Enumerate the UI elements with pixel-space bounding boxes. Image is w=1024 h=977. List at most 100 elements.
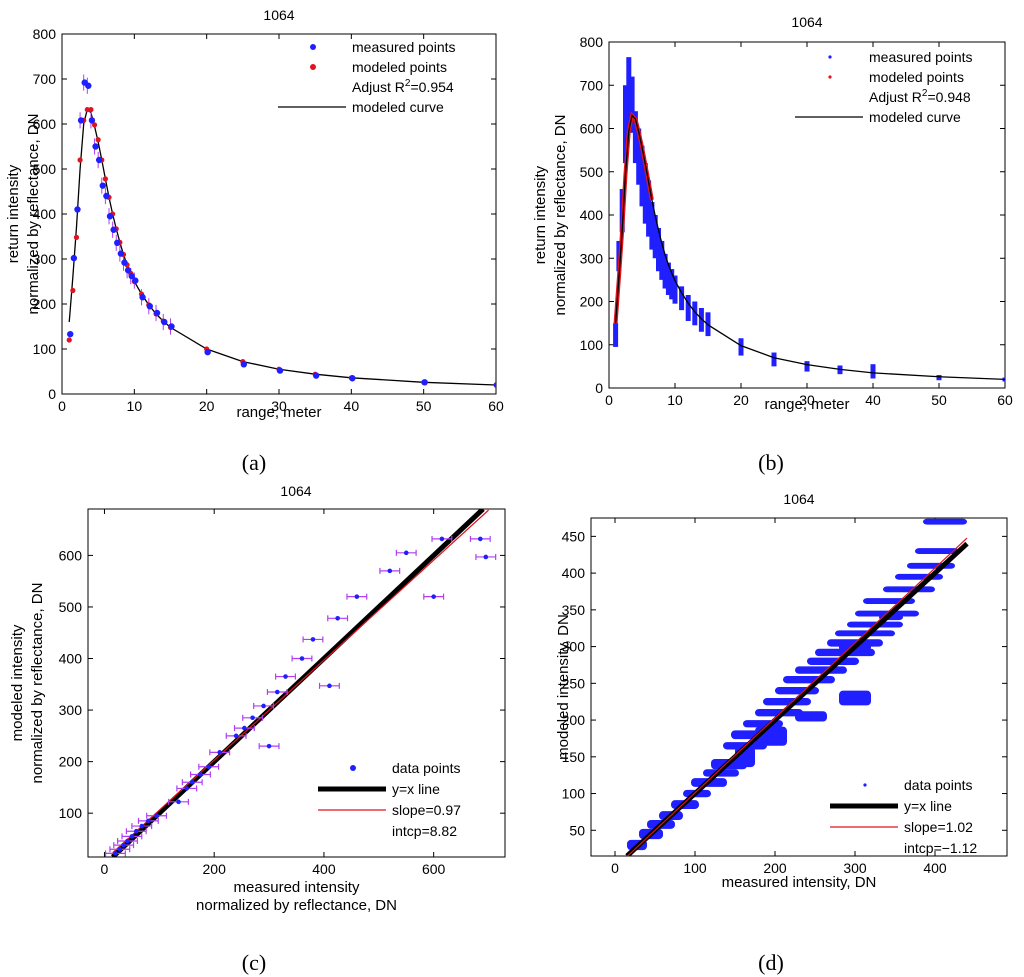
measured-point	[240, 361, 248, 368]
measured-point	[70, 254, 78, 262]
identity-line	[110, 509, 485, 857]
caption-d: (d)	[758, 950, 784, 975]
measured-point	[110, 226, 117, 233]
x-tick-label: 400	[312, 861, 336, 877]
legend-label: measured points	[869, 49, 973, 65]
data-point	[327, 683, 332, 689]
y-axis-label: modeled intensity	[9, 624, 26, 741]
data-point	[403, 550, 409, 556]
y-tick-label: 600	[33, 116, 57, 132]
chart-title: 1064	[791, 14, 822, 30]
x-tick-label: 0	[101, 861, 109, 877]
panel-c: 0 200 400 600 100 200 300 400 500 600 1064 measured…	[9, 483, 506, 914]
y-axis-label: return intensity	[5, 164, 22, 263]
data-point	[184, 786, 190, 791]
legend-label: modeled curve	[869, 109, 961, 125]
measured-cluster	[613, 323, 619, 347]
measured-cluster	[636, 128, 642, 185]
y-tick-label: 450	[562, 528, 586, 544]
legend-label: intcp=8.82	[392, 823, 457, 839]
measured-cluster	[771, 352, 777, 367]
legend-label: modeled curve	[352, 99, 444, 115]
measured-cluster	[652, 215, 658, 259]
y-axis-label: modeled intensity, DN	[555, 614, 572, 760]
measured-cluster	[870, 364, 876, 379]
chart-title: 1064	[263, 7, 294, 23]
measured-cluster	[665, 262, 671, 296]
x-axis-label-line2: normalized by reflectance, DN	[196, 897, 397, 914]
legend-label: Adjust R2=0.948	[869, 88, 971, 105]
measured-point	[106, 213, 114, 220]
data-cluster	[883, 586, 935, 593]
plot-frame	[87, 508, 506, 858]
x-tick-label: 0	[611, 860, 619, 876]
y-tick-label: 100	[562, 786, 586, 802]
data-point	[117, 846, 123, 852]
y-tick-label: 700	[33, 71, 57, 87]
x-tick-label: 400	[923, 860, 947, 876]
measured-cluster	[649, 202, 655, 250]
measured-point	[103, 192, 110, 200]
data-point	[250, 715, 255, 721]
measured-point	[132, 277, 139, 284]
y-tick-label: 600	[580, 121, 604, 137]
data-point	[478, 536, 483, 542]
data-point	[483, 554, 489, 560]
legend-label: intcp=−1.12	[904, 840, 977, 856]
measured-cluster	[698, 307, 704, 332]
y-tick-label: 400	[59, 651, 83, 667]
measured-point	[139, 294, 146, 301]
x-axis-label: range, meter	[764, 396, 849, 413]
data-cluster	[839, 690, 871, 706]
data-cluster	[755, 709, 803, 717]
measured-cluster	[623, 85, 628, 164]
x-tick-label: 20	[733, 392, 749, 408]
legend-label: data points	[904, 777, 973, 793]
measured-cluster	[626, 57, 632, 129]
data-point	[133, 828, 139, 834]
legend-label: Adjust R2=0.954	[352, 78, 454, 95]
measured-cluster	[639, 145, 645, 207]
x-tick-label: 200	[203, 861, 227, 877]
data-point	[354, 594, 360, 599]
data-point	[261, 703, 266, 709]
panel-d: 0 100 200 300 400 50 100 150 200 250 300 350 400 450 1…	[555, 491, 1008, 891]
modeled-point	[84, 107, 90, 113]
measured-cluster	[642, 163, 648, 224]
measured-point	[117, 250, 125, 257]
modeled-point	[91, 122, 98, 128]
modeled-point	[73, 234, 80, 240]
modeled-curve	[68, 107, 496, 386]
x-tick-label: 600	[422, 861, 446, 877]
modeled-point	[95, 137, 101, 143]
measured-point	[161, 318, 168, 326]
measured-point	[77, 117, 85, 124]
x-tick-label: 40	[865, 392, 881, 408]
measured-point	[204, 348, 211, 356]
data-point	[431, 594, 436, 599]
x-tick-label: 50	[931, 392, 947, 408]
chart-title: 1064	[280, 483, 311, 499]
data-point	[217, 750, 222, 755]
y-tick-label: 800	[580, 34, 604, 50]
x-tick-label: 0	[605, 392, 613, 408]
legend-suffix: =0.948	[927, 89, 970, 105]
data-cluster	[795, 711, 827, 722]
measured-point	[349, 375, 356, 382]
legend-label: modeled points	[869, 69, 964, 85]
measured-cluster	[738, 338, 744, 356]
legend-superscript: 2	[405, 78, 411, 89]
measured-cluster	[692, 301, 698, 326]
legend-marker	[828, 55, 832, 59]
y-tick-label: 100	[33, 341, 57, 357]
x-tick-label: 30	[271, 398, 287, 414]
y-tick-label: 400	[562, 565, 586, 581]
data-point	[198, 772, 203, 777]
legend-suffix: =0.954	[410, 79, 453, 95]
measured-point	[124, 267, 132, 274]
data-point	[283, 674, 288, 679]
measured-cluster	[679, 286, 685, 311]
measured-point	[312, 372, 320, 379]
measured-point	[421, 379, 428, 386]
